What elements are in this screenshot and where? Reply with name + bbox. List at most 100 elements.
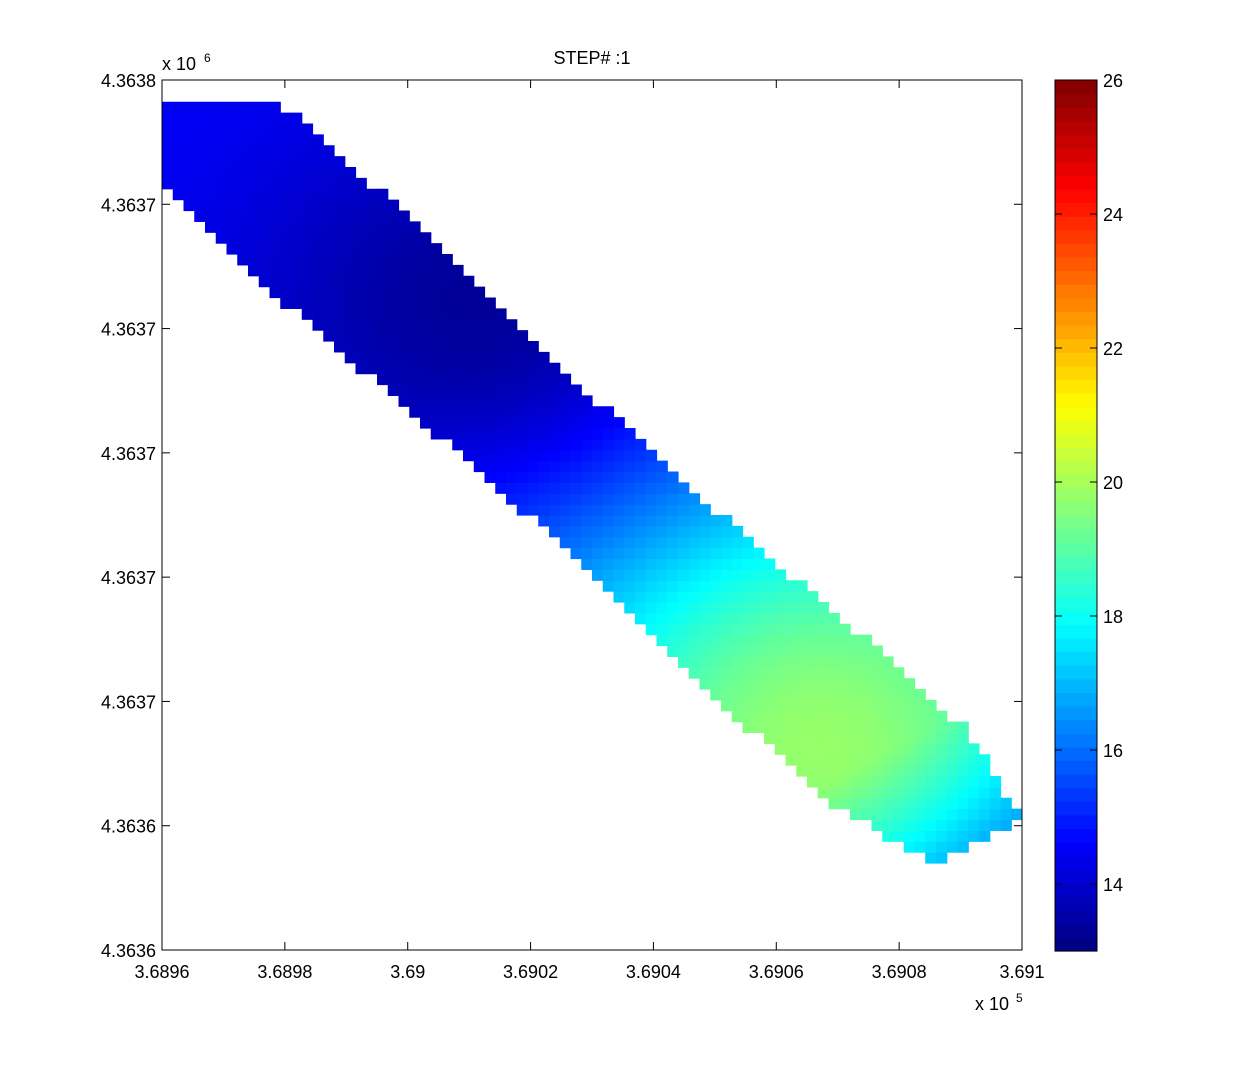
- heatmap-cell: [258, 177, 271, 190]
- heatmap-cell: [516, 482, 529, 494]
- heatmap-cell: [893, 786, 905, 799]
- heatmap-cell: [301, 123, 314, 135]
- heatmap-cell: [731, 710, 744, 723]
- heatmap-cell: [409, 406, 421, 418]
- heatmap-cell: [742, 536, 754, 549]
- heatmap-cell: [624, 460, 636, 473]
- heatmap-cell: [774, 689, 787, 701]
- colorbar-strip: [1055, 447, 1097, 462]
- heatmap-cell: [731, 699, 744, 712]
- heatmap-cell: [516, 341, 529, 353]
- heatmap-cell: [570, 460, 582, 473]
- heatmap-cell: [570, 449, 582, 462]
- heatmap-cell: [721, 580, 733, 592]
- heatmap-cell: [269, 188, 281, 201]
- heatmap-cell: [538, 428, 550, 440]
- colorbar-strip: [1055, 665, 1097, 680]
- heatmap-cell: [366, 319, 378, 331]
- heatmap-cell: [635, 612, 647, 625]
- heatmap-cell: [398, 373, 410, 386]
- heatmap-cell: [398, 384, 410, 396]
- heatmap-cell: [774, 732, 787, 744]
- heatmap-cell: [291, 112, 303, 125]
- heatmap-cell: [312, 319, 324, 331]
- heatmap-cell: [946, 765, 959, 777]
- heatmap-cell: [258, 254, 271, 266]
- heatmap-cell: [807, 656, 819, 668]
- heatmap-cell: [527, 384, 539, 396]
- heatmap-cell: [882, 699, 894, 712]
- heatmap-cell: [753, 710, 765, 723]
- heatmap-cell: [377, 199, 389, 212]
- heatmap-cell: [699, 634, 711, 647]
- x-tick-label: 3.6896: [134, 962, 189, 982]
- heatmap-cell: [925, 776, 937, 788]
- heatmap-cell: [183, 145, 195, 157]
- heatmap-cell: [387, 384, 400, 396]
- heatmap-cell: [538, 406, 550, 418]
- heatmap-cell: [946, 786, 959, 799]
- heatmap-cell: [377, 362, 389, 375]
- colorbar-strip: [1055, 923, 1097, 938]
- plot-area: 3.6896 3.6898 3.69 3.6902 3.6904 3.6906 3.6908…: [101, 71, 1045, 982]
- colorbar-box: [1054, 79, 1098, 952]
- heatmap-cell: [602, 428, 615, 440]
- heatmap-cell: [484, 384, 496, 396]
- heatmap-cell: [205, 177, 217, 190]
- heatmap-cell: [463, 275, 475, 288]
- heatmap-cell: [205, 101, 217, 114]
- heatmap-cell: [785, 612, 797, 625]
- heatmap-cell: [269, 254, 281, 266]
- colorbar-strip: [1055, 202, 1097, 217]
- heatmap-cell: [710, 525, 722, 538]
- heatmap-cell: [527, 351, 539, 364]
- heatmap-cell: [893, 732, 905, 744]
- heatmap-cell: [377, 286, 389, 299]
- heatmap-cell: [344, 264, 357, 277]
- heatmap-cell: [624, 536, 636, 549]
- heatmap-cell: [699, 515, 711, 527]
- heatmap-cell: [162, 101, 174, 114]
- heatmap-cell: [355, 351, 367, 364]
- heatmap-cell: [796, 710, 808, 723]
- colorbar-strip: [1055, 855, 1097, 870]
- colorbar-strip: [1055, 433, 1097, 449]
- heatmap-cell: [839, 634, 851, 647]
- heatmap-cell: [764, 721, 776, 734]
- heatmap-cell: [667, 493, 679, 505]
- heatmap-cell: [860, 808, 873, 821]
- colorbar-strip: [1055, 406, 1097, 421]
- heatmap-cell: [828, 765, 840, 777]
- colorbar-strip: [1055, 678, 1097, 694]
- heatmap-cell: [172, 123, 185, 135]
- heatmap-cell: [516, 428, 529, 440]
- heatmap-cell: [516, 449, 529, 462]
- heatmap-cell: [764, 591, 776, 603]
- y-tick-label: 4.3637: [101, 195, 156, 215]
- heatmap-cell: [420, 243, 432, 255]
- heatmap-cell: [559, 384, 572, 396]
- heatmap-cell: [882, 721, 894, 734]
- heatmap-cell: [334, 341, 346, 353]
- heatmap-cell: [914, 841, 926, 853]
- heatmap-cell: [387, 199, 400, 212]
- heatmap-cell: [377, 330, 389, 342]
- colorbar-strip: [1055, 760, 1097, 775]
- heatmap-cell: [323, 264, 335, 277]
- colorbar-gradient: [1055, 80, 1097, 952]
- heatmap-cell: [248, 210, 260, 222]
- heatmap-cell: [484, 395, 496, 407]
- heatmap-cell: [323, 286, 335, 299]
- heatmap-cell: [205, 167, 217, 179]
- heatmap-cell: [968, 808, 980, 821]
- heatmap-cell: [645, 449, 658, 462]
- heatmap-cell: [742, 689, 754, 701]
- heatmap-cell: [215, 232, 228, 244]
- heatmap-cell: [280, 145, 292, 157]
- heatmap-cell: [559, 493, 572, 505]
- heatmap-cell: [807, 710, 819, 723]
- heatmap-cell: [850, 656, 862, 668]
- heatmap-cell: [344, 167, 357, 179]
- heatmap-cell: [527, 395, 539, 407]
- heatmap-cell: [581, 493, 593, 505]
